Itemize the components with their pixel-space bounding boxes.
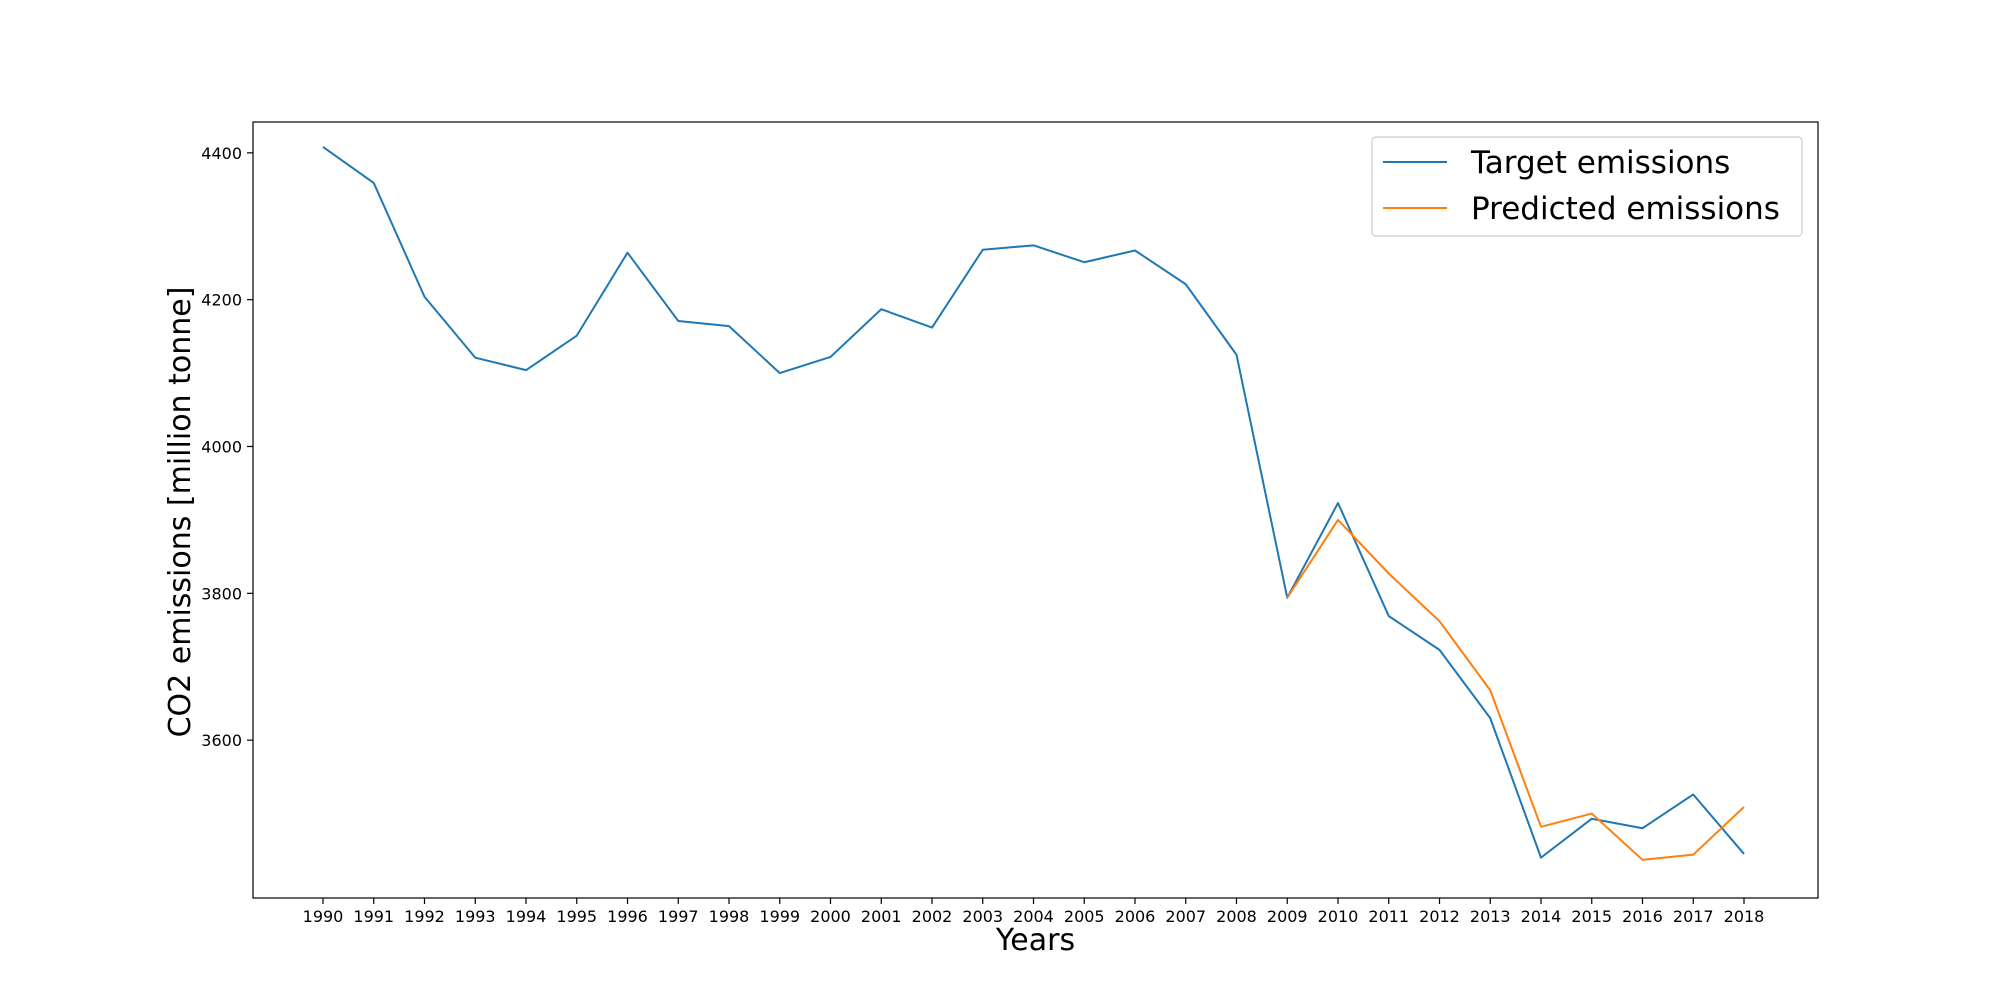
y-axis-label: CO2 emissions [million tonne]	[163, 287, 198, 738]
x-tick-label: 2005	[1064, 907, 1105, 926]
legend-box	[1371, 136, 1803, 237]
x-tick-label: 2009	[1267, 907, 1308, 926]
x-tick-label: 1993	[455, 907, 496, 926]
x-tick-label: 2018	[1724, 907, 1765, 926]
series-line-target-emissions	[322, 146, 1745, 859]
legend-entry-label: Predicted emissions	[1471, 191, 1780, 227]
x-axis-label: Years	[995, 923, 1075, 958]
x-tick-label: 2014	[1521, 907, 1562, 926]
x-tick-label: 2007	[1165, 907, 1206, 926]
x-tick-label: 2006	[1115, 907, 1156, 926]
x-tick-label: 2012	[1419, 907, 1460, 926]
x-tick-label: 2003	[962, 907, 1003, 926]
legend: Target emissions Predicted emissions	[1371, 136, 1803, 237]
x-tick-label: 1999	[759, 907, 800, 926]
series-layer	[322, 146, 1745, 861]
x-tick-label: 1997	[658, 907, 699, 926]
x-tick-label: 2015	[1571, 907, 1612, 926]
x-tick-label: 2008	[1216, 907, 1257, 926]
x-tick-label: 1994	[506, 907, 547, 926]
x-tick-label: 2016	[1622, 907, 1663, 926]
x-tick-label: 2004	[1013, 907, 1054, 926]
y-tick-label: 4200	[201, 291, 242, 310]
plot-frame	[252, 121, 1819, 899]
x-axis-ticks: 1990 1991 1992 1993 1994 1995 1996 1997 1998 1999…	[303, 898, 1765, 926]
y-tick-label: 3800	[201, 584, 242, 603]
y-axis-ticks: 3600 3800 4000 4200 4400	[201, 144, 253, 750]
y-tick-label: 4000	[201, 437, 242, 456]
series-line-predicted-emissions	[1286, 518, 1745, 861]
x-tick-label: 2001	[861, 907, 902, 926]
x-tick-label: 1996	[607, 907, 648, 926]
x-tick-label: 2000	[810, 907, 851, 926]
y-tick-label: 4400	[201, 144, 242, 163]
x-tick-label: 2013	[1470, 907, 1511, 926]
x-tick-label: 2011	[1368, 907, 1409, 926]
x-tick-label: 1992	[404, 907, 445, 926]
x-tick-label: 2017	[1673, 907, 1714, 926]
x-tick-label: 1995	[556, 907, 597, 926]
x-tick-label: 2010	[1318, 907, 1359, 926]
x-tick-label: 1990	[303, 907, 344, 926]
legend-entry-label: Target emissions	[1470, 145, 1730, 181]
x-tick-label: 1998	[709, 907, 750, 926]
y-tick-label: 3600	[201, 731, 242, 750]
x-tick-label: 1991	[353, 907, 394, 926]
x-tick-label: 2002	[912, 907, 953, 926]
